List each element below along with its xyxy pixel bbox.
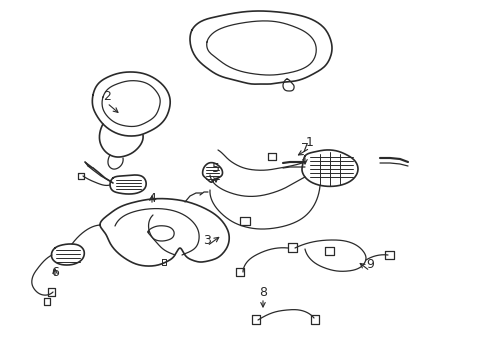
Text: 8: 8 — [259, 285, 266, 298]
Text: 4: 4 — [148, 193, 156, 206]
Text: 5: 5 — [212, 162, 220, 175]
Text: 9: 9 — [366, 258, 373, 271]
Text: 6: 6 — [51, 266, 59, 279]
Text: 1: 1 — [305, 135, 313, 148]
Text: 7: 7 — [301, 143, 308, 156]
Text: 3: 3 — [203, 234, 210, 247]
Text: 2: 2 — [103, 90, 111, 104]
